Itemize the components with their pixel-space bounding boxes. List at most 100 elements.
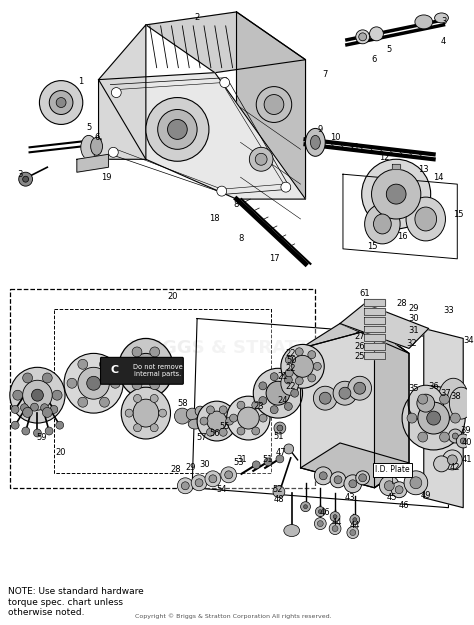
- Circle shape: [417, 394, 435, 412]
- Text: 41: 41: [462, 456, 473, 464]
- Circle shape: [313, 386, 337, 410]
- Circle shape: [284, 376, 292, 384]
- Text: C: C: [110, 365, 118, 375]
- Text: 40: 40: [462, 439, 473, 448]
- Text: 5: 5: [387, 45, 392, 54]
- Circle shape: [277, 425, 283, 431]
- Text: 38: 38: [450, 392, 461, 401]
- Circle shape: [259, 396, 267, 404]
- Text: 27: 27: [355, 332, 365, 341]
- Ellipse shape: [415, 15, 433, 29]
- Circle shape: [226, 417, 234, 425]
- Ellipse shape: [91, 138, 102, 155]
- Text: 20: 20: [56, 448, 66, 458]
- Text: 22: 22: [285, 382, 296, 391]
- Circle shape: [205, 471, 221, 487]
- Polygon shape: [237, 12, 306, 199]
- Ellipse shape: [449, 388, 473, 419]
- Circle shape: [356, 471, 370, 485]
- Polygon shape: [364, 334, 385, 341]
- Circle shape: [359, 33, 366, 41]
- Circle shape: [219, 428, 227, 436]
- Text: 58: 58: [177, 399, 188, 408]
- Text: 7: 7: [322, 70, 328, 79]
- Circle shape: [344, 475, 362, 492]
- Circle shape: [379, 476, 399, 496]
- Text: 28: 28: [397, 299, 408, 308]
- Circle shape: [348, 376, 372, 400]
- Circle shape: [56, 421, 64, 429]
- Text: 5: 5: [86, 123, 91, 132]
- Circle shape: [110, 378, 120, 388]
- Text: 39: 39: [460, 426, 471, 434]
- Circle shape: [207, 406, 214, 414]
- Circle shape: [314, 467, 332, 485]
- Circle shape: [134, 394, 141, 402]
- Ellipse shape: [188, 419, 202, 429]
- Text: 24: 24: [278, 396, 288, 404]
- Circle shape: [317, 521, 323, 527]
- Text: 44: 44: [332, 518, 342, 527]
- Circle shape: [22, 427, 30, 435]
- Circle shape: [23, 408, 33, 418]
- Circle shape: [313, 362, 321, 370]
- Text: 31: 31: [409, 326, 419, 335]
- Circle shape: [237, 427, 245, 435]
- FancyBboxPatch shape: [100, 357, 183, 384]
- Text: 14: 14: [433, 173, 444, 182]
- Circle shape: [11, 421, 19, 429]
- Circle shape: [319, 392, 331, 404]
- Circle shape: [370, 27, 383, 41]
- Circle shape: [125, 409, 133, 417]
- Text: 42: 42: [450, 463, 461, 472]
- Circle shape: [274, 422, 286, 434]
- Circle shape: [20, 404, 28, 412]
- Text: 36: 36: [428, 382, 439, 391]
- Circle shape: [314, 518, 326, 529]
- Text: 61: 61: [359, 289, 370, 298]
- Polygon shape: [301, 324, 409, 353]
- Circle shape: [256, 87, 292, 123]
- Text: 47: 47: [275, 448, 286, 458]
- Circle shape: [450, 413, 460, 423]
- Circle shape: [167, 119, 187, 139]
- Text: 31: 31: [236, 456, 247, 464]
- Text: 53: 53: [233, 458, 244, 468]
- Circle shape: [13, 390, 23, 400]
- Ellipse shape: [365, 204, 400, 244]
- Circle shape: [319, 509, 322, 514]
- Circle shape: [292, 356, 313, 377]
- Text: 54: 54: [217, 485, 227, 494]
- Circle shape: [270, 406, 278, 414]
- Text: 32: 32: [407, 339, 417, 348]
- Circle shape: [264, 458, 272, 466]
- Ellipse shape: [284, 524, 300, 536]
- Circle shape: [150, 380, 160, 389]
- Circle shape: [285, 356, 293, 364]
- Text: I.D. Plate: I.D. Plate: [375, 466, 410, 474]
- Circle shape: [407, 413, 417, 423]
- Text: 18: 18: [210, 214, 220, 224]
- Circle shape: [391, 482, 407, 498]
- Circle shape: [395, 486, 403, 494]
- Circle shape: [319, 472, 327, 480]
- Circle shape: [448, 429, 462, 443]
- Text: Copyright © Briggs & Stratton Corporation All rights reserved.: Copyright © Briggs & Stratton Corporatio…: [135, 614, 332, 619]
- Text: 16: 16: [397, 232, 408, 241]
- Circle shape: [334, 476, 342, 484]
- Circle shape: [447, 455, 457, 465]
- Circle shape: [339, 388, 351, 399]
- Circle shape: [384, 481, 394, 491]
- Circle shape: [418, 394, 428, 404]
- Circle shape: [195, 406, 205, 416]
- Polygon shape: [424, 329, 463, 508]
- Circle shape: [78, 359, 88, 369]
- Text: BRIGGS & STRATTON: BRIGGS & STRATTON: [128, 339, 339, 357]
- Circle shape: [100, 359, 109, 369]
- Ellipse shape: [435, 13, 448, 23]
- Circle shape: [159, 409, 166, 417]
- Text: 20: 20: [167, 292, 178, 301]
- Circle shape: [408, 385, 444, 421]
- Text: 11: 11: [349, 143, 360, 152]
- Text: 13: 13: [419, 165, 429, 174]
